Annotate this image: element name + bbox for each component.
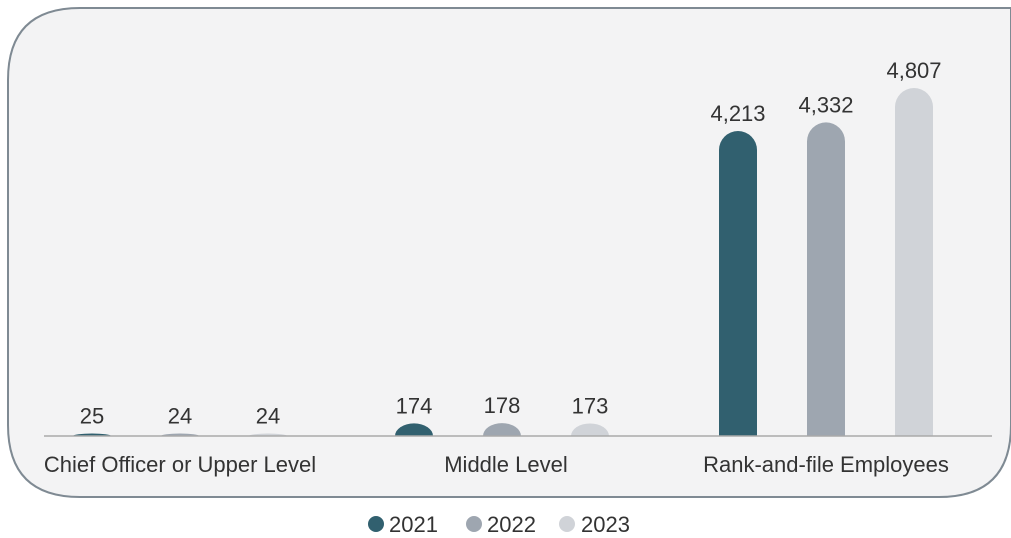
- chart-panel: [7, 7, 1011, 498]
- value-label-rank-and-file-employees-2022: 4,332: [798, 92, 853, 117]
- category-label-rank-and-file: Rank-and-file Employees: [703, 452, 949, 477]
- value-label-middle-level-2022: 178: [484, 393, 521, 418]
- bar-middle-level-2023: [571, 423, 609, 436]
- legend-swatch-2022: [466, 516, 482, 532]
- value-label-chief-officer-or-upper-level-2022: 24: [168, 404, 192, 429]
- category-label-chief-officer: Chief Officer or Upper Level: [44, 452, 316, 477]
- legend-swatch-2021: [368, 516, 384, 532]
- legend-swatch-2023: [559, 516, 575, 532]
- bar-rank-and-file-employees-2023: [895, 88, 933, 436]
- category-label-middle-level: Middle Level: [444, 452, 568, 477]
- category-labels: Chief Officer or Upper Level Middle Leve…: [44, 452, 949, 477]
- bar-rank-and-file-employees-2021: [719, 131, 757, 436]
- bar-middle-level-2022: [483, 423, 521, 436]
- bars-layer: [73, 88, 933, 437]
- value-labels: 25 174 4,213 24 178 4,332 24 173 4,807: [80, 58, 942, 429]
- bar-middle-level-2021: [395, 423, 433, 436]
- legend-label-2022: 2022: [487, 512, 536, 537]
- legend-label-2021: 2021: [389, 512, 438, 537]
- bar-rank-and-file-employees-2022: [807, 122, 845, 437]
- value-label-chief-officer-or-upper-level-2023: 24: [256, 404, 280, 429]
- value-label-rank-and-file-employees-2023: 4,807: [886, 58, 941, 83]
- legend: 2021 2022 2023: [368, 512, 630, 537]
- value-label-rank-and-file-employees-2021: 4,213: [710, 101, 765, 126]
- value-label-middle-level-2023: 173: [572, 393, 609, 418]
- legend-label-2023: 2023: [581, 512, 630, 537]
- value-label-middle-level-2021: 174: [396, 393, 433, 418]
- value-label-chief-officer-or-upper-level-2021: 25: [80, 404, 104, 429]
